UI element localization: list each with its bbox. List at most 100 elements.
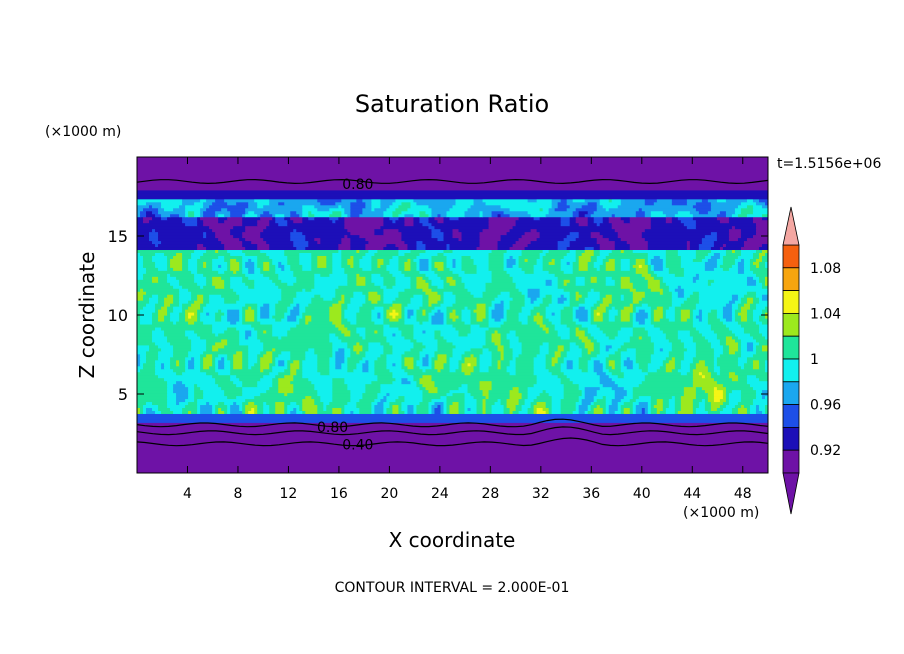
field-cell	[146, 291, 180, 295]
field-cell	[716, 356, 739, 361]
field-cell	[707, 392, 715, 397]
field-cell	[185, 207, 201, 212]
field-cell	[578, 258, 592, 262]
field-cell	[260, 338, 330, 343]
field-cell	[242, 261, 246, 265]
field-cell	[278, 383, 294, 388]
field-cell	[350, 210, 363, 215]
field-cell	[269, 306, 276, 310]
field-cell	[314, 237, 321, 242]
field-cell	[716, 407, 724, 411]
field-cell	[197, 216, 201, 221]
field-cell	[302, 359, 318, 364]
field-cell	[719, 338, 727, 343]
field-cell	[305, 320, 309, 325]
field-cell	[635, 356, 652, 361]
field-cell	[170, 213, 180, 218]
field-cell	[647, 267, 652, 271]
field-cell	[260, 309, 270, 313]
field-cell	[530, 309, 547, 313]
field-cell	[752, 204, 763, 209]
field-cell	[194, 273, 204, 277]
field-cell	[503, 350, 514, 355]
field-cell	[245, 273, 264, 277]
field-cell	[401, 210, 421, 215]
field-cell	[632, 282, 649, 286]
field-cell	[206, 401, 210, 406]
field-cell	[197, 270, 219, 274]
field-cell	[413, 356, 421, 361]
field-cell	[578, 359, 589, 364]
field-cell	[746, 204, 754, 209]
field-cell	[563, 347, 571, 352]
field-cell	[677, 291, 685, 295]
field-cell	[737, 267, 745, 271]
field-cell	[656, 410, 661, 414]
field-cell	[293, 282, 315, 286]
field-cell	[743, 326, 760, 331]
field-cell	[155, 243, 159, 248]
field-cell	[449, 359, 460, 364]
field-cell	[476, 410, 484, 414]
field-cell	[650, 335, 667, 340]
field-cell	[293, 240, 309, 245]
field-cell	[215, 407, 219, 411]
field-cell	[596, 338, 631, 343]
field-cell	[452, 401, 460, 406]
field-cell	[227, 249, 243, 253]
field-cell	[605, 282, 616, 286]
field-cell	[461, 356, 466, 361]
field-cell	[401, 329, 415, 334]
field-cell	[203, 365, 210, 370]
field-cell	[716, 231, 730, 236]
field-cell	[140, 312, 153, 316]
field-cell	[722, 246, 742, 251]
field-cell	[518, 288, 529, 292]
field-cell	[734, 312, 739, 316]
field-cell	[755, 407, 760, 411]
field-cell	[692, 359, 700, 364]
field-cell	[728, 398, 742, 403]
field-cell	[311, 261, 318, 265]
field-cell	[383, 282, 397, 286]
field-cell	[269, 246, 297, 251]
field-cell	[752, 365, 760, 370]
field-cell	[524, 270, 535, 274]
field-cell	[413, 198, 457, 203]
field-cell	[605, 344, 613, 349]
field-cell	[203, 222, 243, 227]
field-cell	[428, 216, 436, 221]
field-cell	[587, 315, 592, 319]
field-cell	[377, 401, 384, 406]
field-cell	[695, 219, 721, 224]
field-cell	[752, 198, 760, 203]
field-cell	[275, 216, 285, 221]
field-cell	[650, 216, 667, 221]
field-cell	[293, 300, 312, 304]
field-cell	[371, 380, 393, 385]
field-cell	[140, 252, 156, 256]
field-cell	[638, 365, 649, 370]
field-cell	[707, 317, 721, 322]
field-cell	[530, 213, 547, 218]
field-cell	[419, 258, 430, 262]
field-cell	[290, 264, 303, 268]
field-cell	[230, 267, 240, 271]
field-cell	[566, 362, 574, 367]
field-cell	[737, 213, 748, 218]
field-cell	[605, 395, 616, 400]
field-cell	[491, 312, 505, 316]
field-cell	[374, 282, 384, 286]
field-cell	[230, 320, 237, 325]
field-cell	[332, 341, 348, 346]
field-cell	[137, 437, 768, 441]
field-cell	[356, 362, 363, 367]
field-cell	[680, 315, 691, 319]
field-cell	[152, 240, 162, 245]
field-cell	[137, 338, 153, 343]
field-cell	[221, 309, 228, 313]
field-cell	[365, 279, 372, 283]
contour-lines	[137, 178, 768, 447]
field-cell	[158, 407, 171, 411]
field-cell	[158, 237, 219, 242]
